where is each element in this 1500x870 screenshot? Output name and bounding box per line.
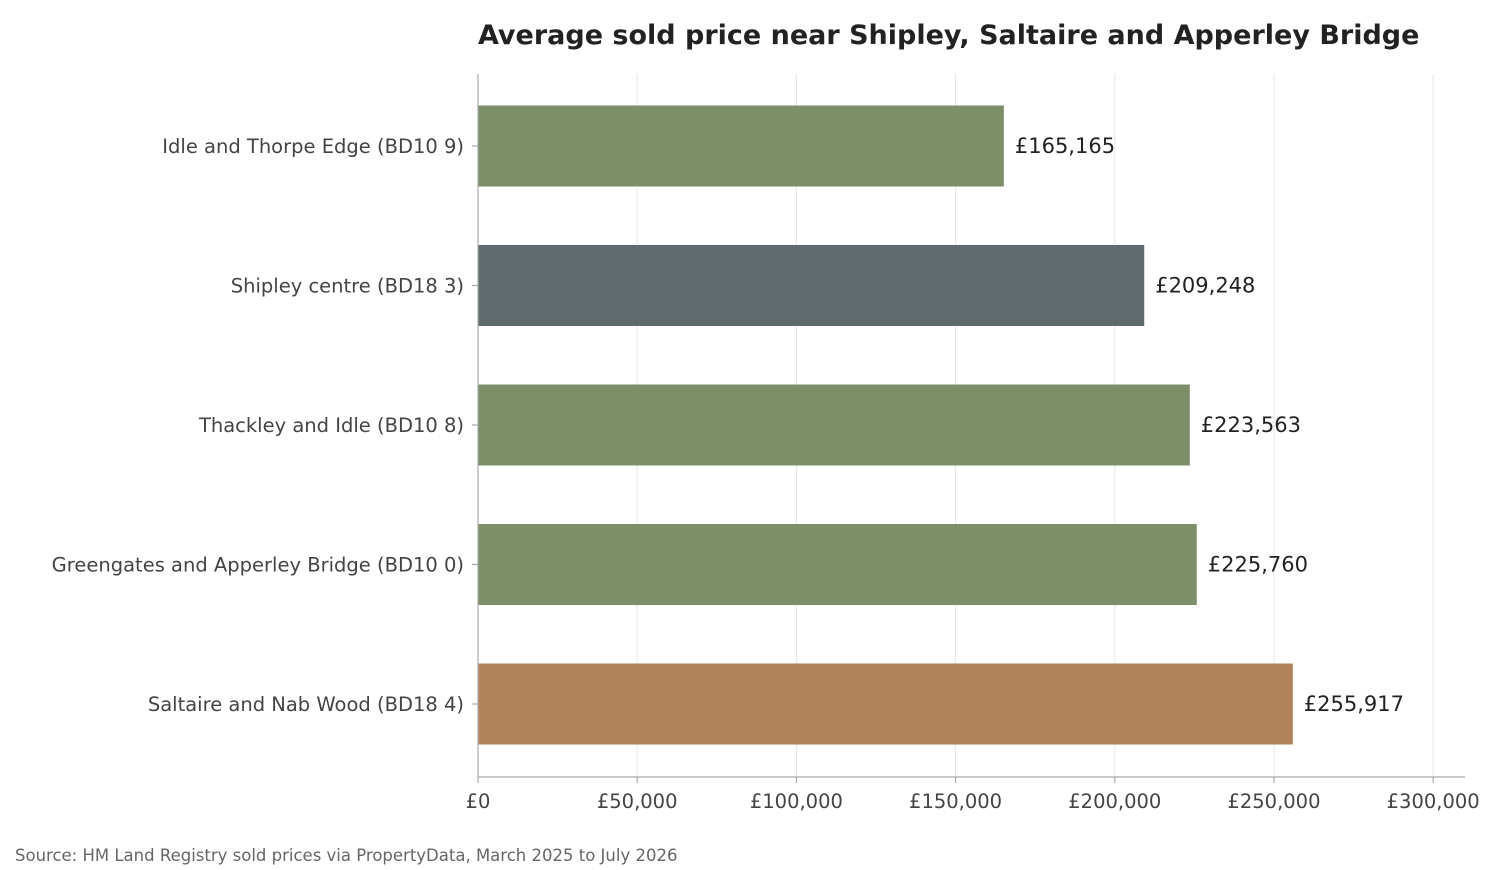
bar (478, 663, 1293, 745)
x-tick-label: £0 (466, 790, 491, 813)
category-label: Greengates and Apperley Bridge (BD10 0) (52, 554, 464, 577)
x-tick-label: £200,000 (1068, 790, 1161, 813)
chart-title: Average sold price near Shipley, Saltair… (478, 20, 1419, 51)
x-axis-ticks: £0 £50,000 £100,000 £150,000 £200,000 £250,00… (466, 145, 1480, 813)
bar (478, 245, 1145, 326)
source-note: Source: HM Land Registry sold prices via… (15, 846, 677, 865)
x-tick-label: £150,000 (909, 790, 1002, 813)
bar-value-label: £255,917 (1304, 692, 1404, 716)
bar-value-label: £165,165 (1015, 134, 1115, 158)
category-label: Idle and Thorpe Edge (BD10 9) (162, 135, 464, 158)
bar-value-label: £223,563 (1201, 413, 1301, 437)
bar-value-label: £209,248 (1155, 274, 1255, 298)
x-tick-label: £250,000 (1227, 790, 1320, 813)
category-label: Thackley and Idle (BD10 8) (198, 414, 464, 437)
category-labels: Idle and Thorpe Edge (BD10 9) Shipley cen… (52, 135, 464, 716)
bars (478, 105, 1293, 745)
x-tick-label: £300,000 (1387, 790, 1480, 813)
x-tick-label: £100,000 (750, 790, 843, 813)
category-label: Shipley centre (BD18 3) (231, 275, 464, 298)
bar (478, 524, 1197, 605)
bar (478, 384, 1190, 466)
bar-value-label: £225,760 (1208, 553, 1308, 577)
data-labels: £165,165 £209,248 £223,563 £225,760 £255,917 (1015, 134, 1404, 716)
category-label: Saltaire and Nab Wood (BD18 4) (148, 693, 464, 716)
bar (478, 105, 1004, 187)
x-tick-label: £50,000 (597, 790, 678, 813)
